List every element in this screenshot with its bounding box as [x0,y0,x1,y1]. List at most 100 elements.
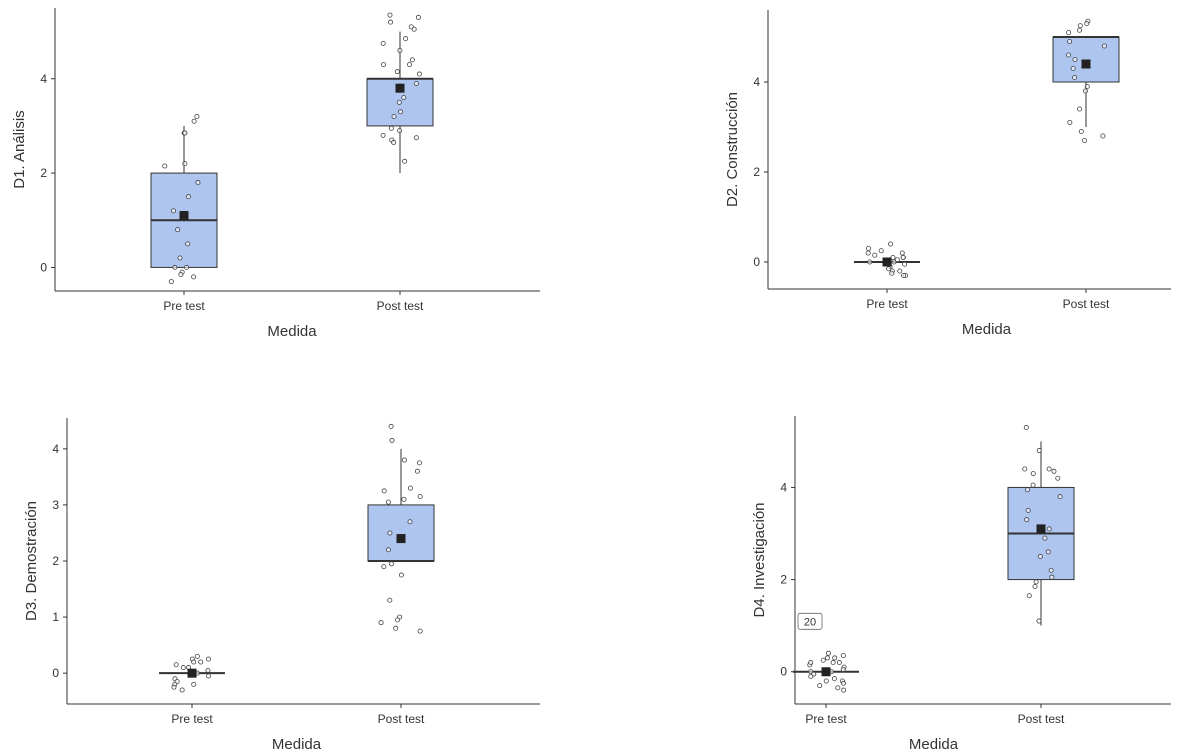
data-point [191,681,197,687]
data-point [824,655,830,661]
data-point [866,245,872,251]
x-tick-label: Pre test [805,712,847,726]
data-point [385,547,391,553]
data-point [872,252,878,258]
data-point [1042,535,1048,541]
data-point [401,496,407,502]
x-axis-title: Medida [272,736,322,753]
data-point [395,617,401,623]
y-tick-label: 0 [52,666,59,680]
data-point [171,208,177,214]
data-point [394,69,400,75]
data-point [401,457,407,463]
y-axis-title: D3. Demostración [23,501,40,621]
x-axis-title: Medida [909,736,959,753]
data-point [1030,482,1036,488]
outlier-label: 20 [804,616,816,628]
data-point [1072,57,1078,63]
data-point [1051,468,1057,474]
data-point [820,657,826,663]
data-point [889,270,895,276]
data-point [808,673,814,679]
data-point [414,468,420,474]
data-point [1077,27,1083,33]
data-point [185,194,191,200]
data-point [416,71,422,77]
chart-d3-demostracion: 0 1 2 3 4 Pre test Post test Medida D3. Demostra… [23,418,540,753]
data-point [397,128,403,134]
data-point [901,272,907,278]
data-point [409,57,415,63]
data-point [1024,487,1030,493]
data-point [840,680,846,686]
data-point [162,163,168,169]
data-point [194,113,200,119]
data-point [393,625,399,631]
mean-marker [821,667,831,677]
data-point [1033,579,1039,585]
data-point [1030,471,1036,477]
data-point [1077,106,1083,112]
data-point [1036,448,1042,454]
data-point [413,135,419,141]
data-point [417,494,423,500]
y-tick-label: 4 [753,75,760,89]
data-point [191,118,197,124]
data-point [1048,567,1054,573]
data-point [1037,554,1043,560]
data-point [890,254,896,260]
data-point [407,519,413,525]
data-point [195,180,201,186]
data-point [878,248,884,254]
data-point [184,264,190,270]
data-point [180,665,186,671]
y-tick-label: 3 [52,498,59,512]
data-point [1100,133,1106,139]
data-point [830,660,836,666]
x-tick-label: Post test [1063,297,1110,311]
data-point [397,47,403,53]
data-point [401,95,407,101]
data-point [168,279,174,285]
data-point [1066,29,1072,35]
y-tick-label: 0 [753,255,760,269]
data-point [825,650,831,656]
data-point [841,687,847,693]
mean-marker [395,83,405,93]
data-point [831,676,837,682]
data-point [867,259,873,265]
data-point [185,241,191,247]
data-point [387,12,393,18]
chart-d4-investigacion: 0 2 4 Pre test Post test Medida D4. Investigac… [751,416,1171,753]
data-point [1084,20,1090,26]
data-point [888,241,894,247]
data-point [396,99,402,105]
data-point [179,687,185,693]
mean-marker [882,257,892,267]
y-tick-label: 4 [52,442,59,456]
data-point [1022,466,1028,472]
data-point [378,620,384,626]
data-point [886,266,892,272]
data-point [1049,574,1055,580]
data-point [191,659,197,665]
data-point [1070,66,1076,72]
data-point [1025,507,1031,513]
data-point [1101,43,1107,49]
chart-d2-construccion: 0 2 4 Pre test Post test Medida D2. Construcci… [724,10,1171,338]
data-point [1082,88,1088,94]
data-point [381,488,387,494]
data-point [413,80,419,86]
y-tick-label: 0 [780,665,787,679]
data-point [182,130,188,136]
data-point [817,683,823,689]
data-point [182,161,188,167]
data-point [403,36,409,42]
y-axis-title: D4. Investigación [751,502,768,617]
data-point [900,254,906,260]
x-axis-title: Medida [267,323,317,340]
data-point [1072,75,1078,81]
data-point [1055,475,1061,481]
data-point [407,62,413,68]
data-point [402,158,408,164]
